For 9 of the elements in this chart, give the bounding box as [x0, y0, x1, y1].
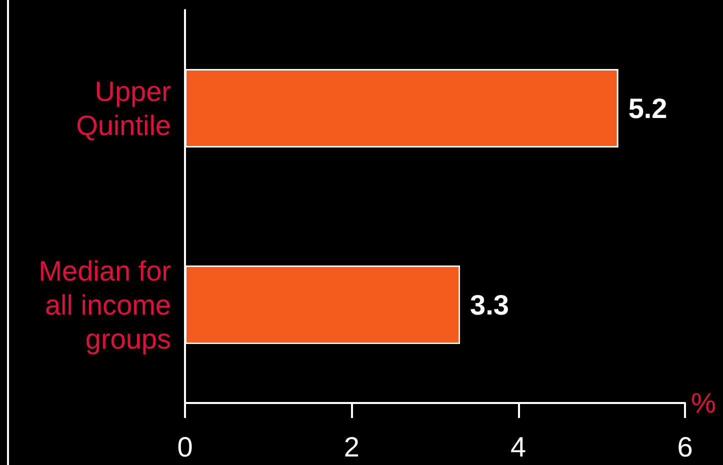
y-tick-label: Upper Quintile	[76, 76, 171, 141]
x-tick-label: 6	[677, 432, 693, 462]
data-label: 3.3	[470, 289, 509, 320]
x-tick-label: 4	[510, 432, 526, 462]
y-tick-label: Median for all income groups	[38, 255, 171, 354]
x-tick-label: 2	[344, 432, 360, 462]
x-axis-title: %	[691, 388, 716, 418]
data-label: 5.2	[628, 92, 668, 124]
x-tick-label: 0	[177, 432, 193, 462]
